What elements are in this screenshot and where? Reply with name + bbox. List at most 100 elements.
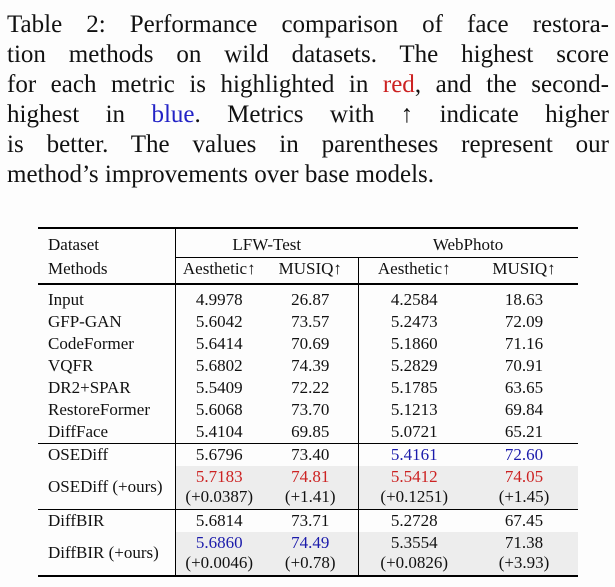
metric-cell: 74.81 (+1.41) xyxy=(263,466,359,510)
metric-cell: 74.49 (+0.78) xyxy=(263,532,359,576)
metric-value: 71.16 xyxy=(504,334,544,353)
metric-value: 18.63 xyxy=(504,290,544,309)
metric-value: 73.40 xyxy=(263,443,359,466)
method-name: CodeFormer xyxy=(48,334,134,353)
improvement-delta: (+3.93) xyxy=(498,553,550,572)
metric-value: 5.6068 xyxy=(174,399,263,421)
metric-value: 69.84 xyxy=(504,400,544,419)
improvement-delta: (+0.78) xyxy=(284,553,336,572)
table-row-input: Input 4.9978 26.87 4.2584 18.63 xyxy=(38,284,578,311)
metric-cell: 5.7183 (+0.0387) xyxy=(174,466,263,510)
improvement-delta: (+0.0387) xyxy=(185,487,254,506)
metric-value: 71.38 xyxy=(504,533,544,552)
metric-value: 5.4104 xyxy=(174,421,263,444)
metric-value: 74.49 xyxy=(291,533,330,552)
metric-value: 5.0721 xyxy=(357,421,471,444)
metric-value: 67.45 xyxy=(470,509,579,532)
metric-value: 65.21 xyxy=(504,422,544,441)
metric-value: 74.39 xyxy=(291,356,330,375)
method-name: DiffBIR xyxy=(38,509,175,532)
header-metric-aesthetic-web: Aesthetic↑ xyxy=(357,257,471,285)
metric-value: 63.65 xyxy=(504,378,544,397)
caption-text: method’s improvements over base models. xyxy=(7,161,435,188)
metric-value: 4.9978 xyxy=(174,284,263,311)
metric-value: 5.6796 xyxy=(174,443,263,466)
results-table: Dataset LFW-Test WebPhoto Methods Aesthe… xyxy=(38,227,579,577)
caption-text: highest in xyxy=(7,101,152,128)
method-name: Input xyxy=(48,290,84,309)
table-row-diffbir-ours: DiffBIR (+ours) 5.6860 (+0.0046) 74.49 (+0… xyxy=(38,532,579,576)
metric-value: 5.1785 xyxy=(357,377,471,399)
metric-value: 4.2584 xyxy=(357,284,471,311)
method-name: VQFR xyxy=(48,356,94,375)
metric-value: 5.6414 xyxy=(174,333,263,355)
metric-value: 5.2728 xyxy=(357,509,471,532)
table-row-diffface: DiffFace 5.4104 69.85 5.0721 65.21 xyxy=(38,421,578,444)
metric-value: 72.60 xyxy=(470,443,579,466)
metric-value: 73.57 xyxy=(291,312,330,331)
caption-line: method’s improvements over base models. xyxy=(7,160,609,190)
table-row-osediff-ours: OSEDiff (+ours) 5.7183 (+0.0387) 74.81 (+1… xyxy=(38,466,579,510)
metric-cell: 71.38 (+3.93) xyxy=(470,532,579,576)
method-name: RestoreFormer xyxy=(48,400,150,419)
improvement-delta: (+0.1251) xyxy=(380,487,449,506)
table-row-dr2-spar: DR2+SPAR 5.5409 72.22 5.1785 63.65 xyxy=(38,377,578,399)
caption-text: Table 2: Performance comparison of face … xyxy=(7,11,609,38)
metric-value: 5.1213 xyxy=(357,399,471,421)
metric-value: 74.81 xyxy=(291,467,330,486)
method-name: DiffBIR (+ours) xyxy=(48,543,159,562)
caption-text: is better. The values in parentheses rep… xyxy=(7,131,609,158)
header-methods: Methods xyxy=(38,257,175,285)
header-metric-aesthetic-lfw: Aesthetic↑ xyxy=(174,257,263,285)
metric-value: 5.7183 xyxy=(195,467,243,486)
improvement-delta: (+0.0046) xyxy=(185,553,254,572)
improvement-delta: (+1.45) xyxy=(498,487,550,506)
metric-value: 5.6042 xyxy=(174,311,263,333)
improvement-delta: (+1.41) xyxy=(284,487,336,506)
metric-value: 5.2829 xyxy=(357,355,471,377)
caption-highlight-word: blue xyxy=(151,101,195,128)
caption-text: for each metric is highlighted in xyxy=(7,71,383,98)
caption-line: tion methods on wild datasets. The highe… xyxy=(7,40,609,70)
metric-cell: 5.3554 (+0.0826) xyxy=(357,532,471,576)
table-row-codeformer: CodeFormer 5.6414 70.69 5.1860 71.16 xyxy=(38,333,578,355)
metric-value: 70.69 xyxy=(291,334,330,353)
caption-text: , and the second- xyxy=(414,71,609,98)
method-name: DR2+SPAR xyxy=(48,378,131,397)
metric-cell: 5.5412 (+0.1251) xyxy=(357,466,471,510)
metric-value: 69.85 xyxy=(291,422,330,441)
metric-value: 72.09 xyxy=(504,312,544,331)
method-name: OSEDiff xyxy=(38,443,175,466)
metric-value: 5.1860 xyxy=(357,333,471,355)
improvement-delta: (+0.0826) xyxy=(380,553,449,572)
caption-text: . Metrics with ↑ indicate higher xyxy=(194,101,610,128)
caption-line: highest in blue. Metrics with ↑ indicate… xyxy=(7,100,609,130)
metric-value: 26.87 xyxy=(291,290,330,309)
caption-text: tion methods on wild datasets. The highe… xyxy=(7,41,609,68)
caption-line: Table 2: Performance comparison of face … xyxy=(7,10,609,40)
metric-value: 72.22 xyxy=(291,378,330,397)
header-group-webphoto: WebPhoto xyxy=(358,228,579,258)
metric-value: 74.05 xyxy=(504,467,544,486)
metric-value: 5.5409 xyxy=(174,377,263,399)
table-row-osediff: OSEDiff 5.6796 73.40 5.4161 72.60 xyxy=(38,443,579,466)
table-row-vqfr: VQFR 5.6802 74.39 5.2829 70.91 xyxy=(38,355,578,377)
metric-value: 73.71 xyxy=(263,509,359,532)
caption-line: for each metric is highlighted in red, a… xyxy=(7,70,609,100)
metric-cell: 5.6860 (+0.0046) xyxy=(174,532,263,576)
metric-value: 5.4161 xyxy=(357,443,471,466)
table-row-diffbir: DiffBIR 5.6814 73.71 5.2728 67.45 xyxy=(38,509,579,532)
method-name: GFP-GAN xyxy=(48,312,122,331)
metric-value: 5.6860 xyxy=(195,533,243,552)
table-caption: Table 2: Performance comparison of face … xyxy=(7,10,609,190)
header-metric-row: Methods Aesthetic↑ MUSIQ↑ Aesthetic↑ MUS… xyxy=(38,257,579,285)
metric-value: 73.70 xyxy=(291,400,330,419)
metric-value: 5.6802 xyxy=(174,355,263,377)
method-name: DiffFace xyxy=(48,422,109,441)
method-name: OSEDiff (+ours) xyxy=(48,477,163,496)
header-metric-musiq-lfw: MUSIQ↑ xyxy=(263,257,359,285)
metric-value: 5.3554 xyxy=(390,533,438,552)
header-dataset: Dataset xyxy=(48,235,99,255)
table-row-restoreformer: RestoreFormer 5.6068 73.70 5.1213 69.84 xyxy=(38,399,578,421)
